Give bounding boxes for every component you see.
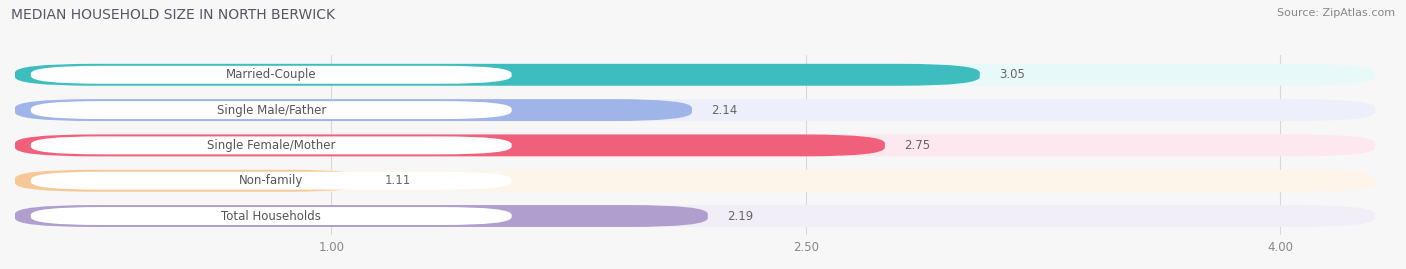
Text: 1.11: 1.11	[385, 174, 412, 187]
FancyBboxPatch shape	[15, 170, 1375, 192]
FancyBboxPatch shape	[15, 99, 1375, 121]
FancyBboxPatch shape	[31, 172, 512, 190]
FancyBboxPatch shape	[31, 101, 512, 119]
Text: Source: ZipAtlas.com: Source: ZipAtlas.com	[1277, 8, 1395, 18]
Text: Married-Couple: Married-Couple	[226, 68, 316, 81]
FancyBboxPatch shape	[15, 64, 1375, 86]
FancyBboxPatch shape	[15, 134, 1375, 156]
Text: MEDIAN HOUSEHOLD SIZE IN NORTH BERWICK: MEDIAN HOUSEHOLD SIZE IN NORTH BERWICK	[11, 8, 335, 22]
FancyBboxPatch shape	[15, 64, 980, 86]
FancyBboxPatch shape	[31, 207, 512, 225]
Text: 2.19: 2.19	[727, 210, 754, 222]
Text: 3.05: 3.05	[998, 68, 1025, 81]
Text: Single Female/Mother: Single Female/Mother	[207, 139, 336, 152]
FancyBboxPatch shape	[15, 99, 692, 121]
FancyBboxPatch shape	[15, 134, 884, 156]
Text: 2.75: 2.75	[904, 139, 929, 152]
Text: Total Households: Total Households	[221, 210, 321, 222]
FancyBboxPatch shape	[15, 205, 707, 227]
Text: Single Male/Father: Single Male/Father	[217, 104, 326, 116]
FancyBboxPatch shape	[15, 170, 366, 192]
FancyBboxPatch shape	[31, 136, 512, 154]
Text: 2.14: 2.14	[711, 104, 737, 116]
FancyBboxPatch shape	[15, 205, 1375, 227]
FancyBboxPatch shape	[31, 66, 512, 84]
Text: Non-family: Non-family	[239, 174, 304, 187]
